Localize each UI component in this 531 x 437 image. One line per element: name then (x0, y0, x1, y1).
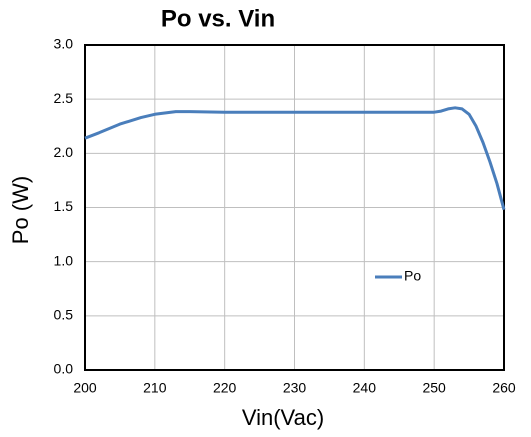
x-tick-label: 210 (143, 380, 167, 396)
y-axis-label: Po (W) (8, 176, 33, 244)
y-tick-label: 1.5 (54, 198, 74, 214)
y-tick-label: 0.0 (54, 361, 74, 377)
y-tick-label: 2.5 (54, 90, 74, 106)
data-line (84, 106, 506, 211)
y-tick-label: 1.0 (54, 252, 74, 268)
x-tick-label: 220 (213, 380, 237, 396)
y-tick-label: 3.0 (54, 36, 74, 52)
y-tick-label: 0.5 (54, 307, 74, 323)
x-tick-label: 260 (492, 380, 516, 396)
chart-title: Po vs. Vin (161, 5, 275, 32)
x-tick-label: 240 (353, 380, 377, 396)
y-tick-label: 2.0 (54, 144, 74, 160)
x-tick-label: 200 (73, 380, 97, 396)
legend-label: Po (404, 268, 421, 284)
x-tick-label: 250 (422, 380, 446, 396)
x-axis-label: Vin(Vac) (242, 405, 324, 430)
x-tick-label: 230 (283, 380, 307, 396)
